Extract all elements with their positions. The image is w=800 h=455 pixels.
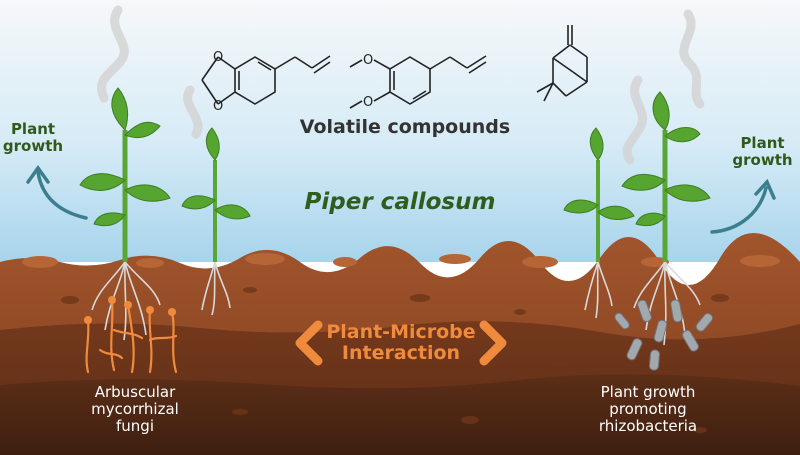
plant-right-large [621, 91, 711, 346]
molecule-beta-pinene [536, 25, 588, 102]
interaction-arrows [295, 320, 507, 366]
amf-label-line2: mycorrhizal [91, 399, 179, 418]
interaction-label-line1: Plant-Microbe [326, 321, 476, 343]
growth-arrow-right [710, 178, 776, 234]
pgpr-label: Plant growth promoting rhizobacteria [568, 384, 728, 434]
vapour-wisp-left [96, 5, 129, 103]
plant-microbe-interaction-label: Plant-Microbe Interaction [320, 321, 482, 365]
pgpr-label-line2: promoting [609, 399, 687, 418]
interaction-arrow-left [295, 320, 323, 366]
interaction-arrow-right [479, 320, 507, 366]
amf-label-line1: Arbuscular [94, 383, 176, 401]
amf-label: Arbuscular mycorrhizal fungi [75, 384, 195, 434]
volatile-compounds-label: Volatile compounds [299, 116, 511, 138]
interaction-label-line2: Interaction [341, 342, 461, 365]
plant-growth-label-right: Plant growth [725, 135, 800, 169]
growth-arrow-left [26, 164, 88, 220]
plant-left-small [181, 127, 251, 316]
svg-text:O: O [213, 50, 223, 65]
mycorrhizal-fungi-hyphae [85, 298, 178, 374]
vapour-wisp-right [679, 9, 705, 109]
plant-growth-label-left: Plant growth [0, 121, 66, 155]
svg-text:O: O [363, 53, 373, 68]
molecule-safrole: O O [201, 50, 331, 114]
plant-growth-label-right-line1: Plant [740, 134, 785, 152]
molecule-methyleugenol: O O [349, 53, 487, 110]
mycorrhizal-fungi-spores [84, 296, 176, 324]
plant-right-small [563, 127, 635, 319]
plant-growth-label-right-line2: growth [732, 150, 793, 169]
vapour-wisp-left-2 [183, 85, 203, 139]
svg-text:O: O [213, 99, 223, 114]
pgpr-label-line3: rhizobacteria [598, 416, 698, 435]
soil [0, 232, 800, 455]
rhizobacteria [614, 299, 714, 371]
diagram-title: Piper callosum [304, 189, 496, 215]
pgpr-label-line1: Plant growth [600, 383, 696, 401]
svg-text:O: O [363, 95, 373, 110]
plant-growth-label-left-line1: Plant [10, 120, 56, 138]
plant-growth-label-left-line2: growth [2, 136, 64, 155]
vapour-wisp-right-2 [622, 75, 647, 165]
amf-label-line3: fungi [116, 416, 154, 435]
vapour-wisps [96, 5, 705, 165]
